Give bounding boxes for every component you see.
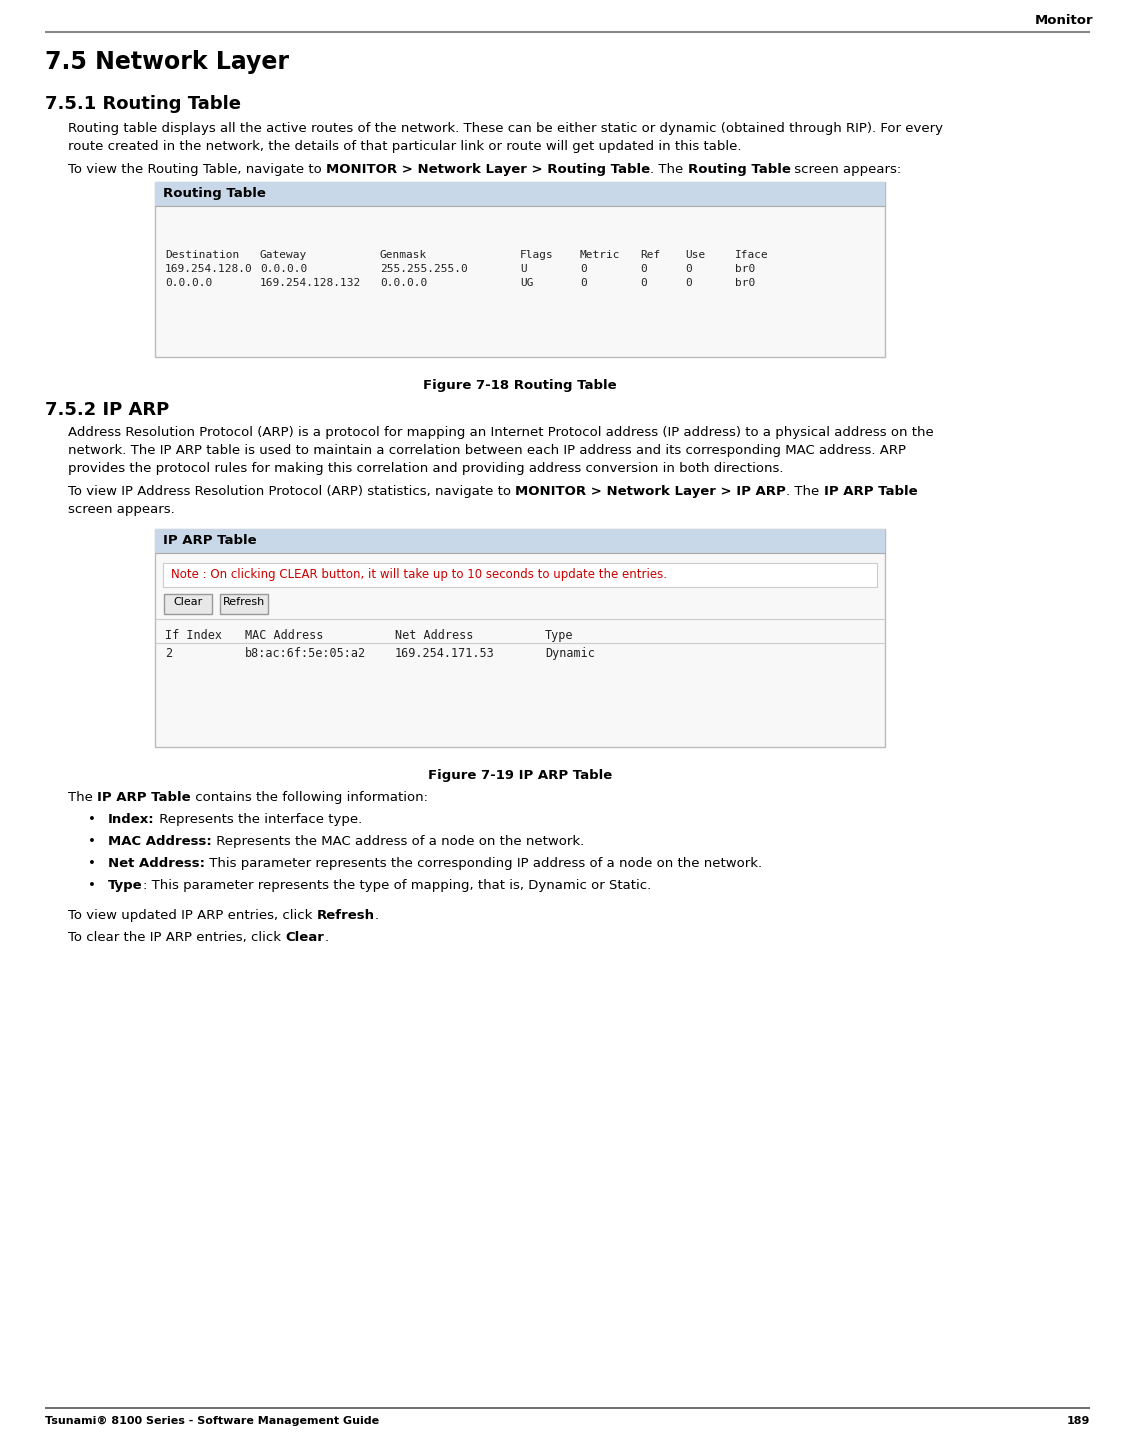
Text: Gateway: Gateway [260, 251, 307, 261]
Text: To view updated IP ARP entries, click: To view updated IP ARP entries, click [68, 909, 316, 922]
Text: 169.254.128.132: 169.254.128.132 [260, 278, 362, 288]
FancyBboxPatch shape [164, 594, 212, 614]
Text: Net Address: Net Address [395, 629, 473, 642]
Text: 169.254.171.53: 169.254.171.53 [395, 647, 494, 660]
Text: UG: UG [521, 278, 533, 288]
Text: To clear the IP ARP entries, click: To clear the IP ARP entries, click [68, 931, 286, 944]
Text: route created in the network, the details of that particular link or route will : route created in the network, the detail… [68, 140, 742, 153]
Text: •: • [88, 835, 96, 848]
Text: 7.5 Network Layer: 7.5 Network Layer [45, 50, 289, 74]
Text: Use: Use [685, 251, 705, 261]
Text: Figure 7-19 IP ARP Table: Figure 7-19 IP ARP Table [428, 769, 612, 782]
Text: 0: 0 [685, 278, 692, 288]
Text: Clear: Clear [174, 597, 203, 607]
Text: br0: br0 [735, 278, 755, 288]
Text: Note : On clicking CLEAR button, it will take up to 10 seconds to update the ent: Note : On clicking CLEAR button, it will… [171, 569, 667, 581]
Bar [163, 563, 877, 587]
Text: Type: Type [545, 629, 574, 642]
Text: Routing table displays all the active routes of the network. These can be either: Routing table displays all the active ro… [68, 122, 943, 135]
Text: Figure 7-18 Routing Table: Figure 7-18 Routing Table [423, 379, 617, 392]
Text: Tsunami® 8100 Series - Software Management Guide: Tsunami® 8100 Series - Software Manageme… [45, 1416, 379, 1426]
Text: IP ARP Table: IP ARP Table [823, 485, 917, 498]
Text: U: U [521, 263, 527, 274]
Bar [155, 528, 885, 748]
Bar [155, 182, 885, 357]
Text: •: • [88, 856, 96, 871]
Text: Index:: Index: [108, 813, 154, 826]
Text: Genmask: Genmask [380, 251, 428, 261]
Text: Refresh: Refresh [316, 909, 374, 922]
Text: Type: Type [108, 879, 143, 892]
Text: •: • [88, 879, 96, 892]
Text: Net Address:: Net Address: [108, 856, 205, 871]
Text: . The: . The [650, 163, 687, 176]
Text: screen appears:: screen appears: [790, 163, 902, 176]
Text: MAC Address:: MAC Address: [108, 835, 212, 848]
Text: Dynamic: Dynamic [545, 647, 595, 660]
Text: Iface: Iface [735, 251, 769, 261]
Text: 189: 189 [1067, 1416, 1090, 1426]
Text: Metric: Metric [579, 251, 620, 261]
Text: 7.5.1 Routing Table: 7.5.1 Routing Table [45, 95, 242, 113]
Text: If Index: If Index [166, 629, 222, 642]
Text: contains the following information:: contains the following information: [191, 790, 428, 803]
Text: The: The [68, 790, 98, 803]
Text: This parameter represents the corresponding IP address of a node on the network.: This parameter represents the correspond… [205, 856, 762, 871]
Text: b8:ac:6f:5e:05:a2: b8:ac:6f:5e:05:a2 [245, 647, 366, 660]
Bar [155, 528, 885, 553]
Text: MONITOR > Network Layer > IP ARP: MONITOR > Network Layer > IP ARP [515, 485, 786, 498]
Text: . The: . The [786, 485, 823, 498]
Text: 0: 0 [640, 278, 646, 288]
Text: To view the Routing Table, navigate to: To view the Routing Table, navigate to [68, 163, 325, 176]
Text: screen appears.: screen appears. [68, 503, 175, 516]
Text: : This parameter represents the type of mapping, that is, Dynamic or Static.: : This parameter represents the type of … [143, 879, 651, 892]
Text: To view IP Address Resolution Protocol (ARP) statistics, navigate to: To view IP Address Resolution Protocol (… [68, 485, 515, 498]
Text: 169.254.128.0: 169.254.128.0 [166, 263, 253, 274]
Text: 0: 0 [579, 278, 586, 288]
Text: Monitor: Monitor [1034, 14, 1093, 27]
Text: 0.0.0.0: 0.0.0.0 [380, 278, 428, 288]
Text: Refresh: Refresh [223, 597, 265, 607]
Text: MONITOR > Network Layer > Routing Table: MONITOR > Network Layer > Routing Table [325, 163, 650, 176]
Text: provides the protocol rules for making this correlation and providing address co: provides the protocol rules for making t… [68, 463, 784, 475]
Text: Ref: Ref [640, 251, 660, 261]
Text: 0: 0 [579, 263, 586, 274]
Text: .: . [324, 931, 328, 944]
Text: 255.255.255.0: 255.255.255.0 [380, 263, 467, 274]
Text: IP ARP Table: IP ARP Table [163, 534, 256, 547]
Text: •: • [88, 813, 96, 826]
Text: 2: 2 [166, 647, 172, 660]
Text: network. The IP ARP table is used to maintain a correlation between each IP addr: network. The IP ARP table is used to mai… [68, 444, 906, 457]
Text: Destination: Destination [166, 251, 239, 261]
Text: Routing Table: Routing Table [163, 188, 265, 200]
Text: Routing Table: Routing Table [687, 163, 790, 176]
Text: IP ARP Table: IP ARP Table [98, 790, 191, 803]
Text: .: . [374, 909, 379, 922]
Text: MAC Address: MAC Address [245, 629, 323, 642]
Text: Clear: Clear [286, 931, 324, 944]
Text: 7.5.2 IP ARP: 7.5.2 IP ARP [45, 401, 169, 420]
FancyBboxPatch shape [220, 594, 268, 614]
Text: Flags: Flags [521, 251, 553, 261]
Text: 0.0.0.0: 0.0.0.0 [166, 278, 212, 288]
Text: Address Resolution Protocol (ARP) is a protocol for mapping an Internet Protocol: Address Resolution Protocol (ARP) is a p… [68, 425, 933, 440]
Text: Represents the MAC address of a node on the network.: Represents the MAC address of a node on … [212, 835, 584, 848]
Text: 0: 0 [685, 263, 692, 274]
Bar [155, 182, 885, 206]
Text: 0: 0 [640, 263, 646, 274]
Text: br0: br0 [735, 263, 755, 274]
Text: Represents the interface type.: Represents the interface type. [154, 813, 362, 826]
Text: 0.0.0.0: 0.0.0.0 [260, 263, 307, 274]
